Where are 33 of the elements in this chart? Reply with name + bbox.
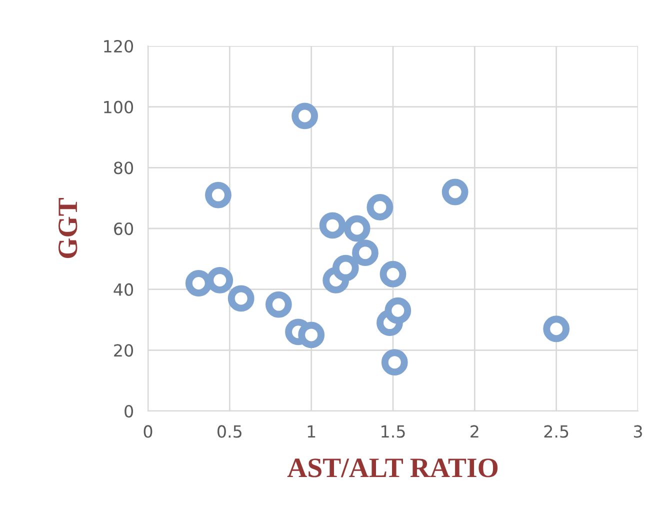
x-tick-label: 3 [634,425,642,438]
y-tick-label: 40 [114,283,134,296]
point [344,215,370,242]
y-tick-label: 0 [124,404,134,418]
point [332,254,359,282]
x-tick-label: 2 [470,425,478,438]
point [228,285,254,312]
x-axis-title: AST/ALT RATIO [287,458,498,478]
point [206,267,234,294]
x-tick-label: 2.5 [544,425,568,438]
point [543,316,570,342]
point [442,178,468,206]
x-tick-label: 0.5 [218,425,242,438]
point [319,212,346,239]
x-tick-label: 1.5 [382,425,405,438]
y-tick-label: 120 [104,40,134,53]
y-tick-label: 20 [114,344,134,357]
point [185,270,212,296]
point [205,182,232,208]
point [380,260,406,288]
point [366,194,394,220]
x-tick-label: 1 [308,425,316,438]
point [292,102,318,130]
y-tick-label: 60 [114,222,134,236]
x-tick-label: 0 [144,425,152,438]
y-tick-label: 80 [114,162,134,174]
point [384,297,412,324]
point [381,349,408,376]
y-axis-title: GGT [58,198,78,258]
point [298,322,325,348]
point [352,240,378,266]
point [265,291,292,318]
y-tick-label: 100 [104,100,134,114]
